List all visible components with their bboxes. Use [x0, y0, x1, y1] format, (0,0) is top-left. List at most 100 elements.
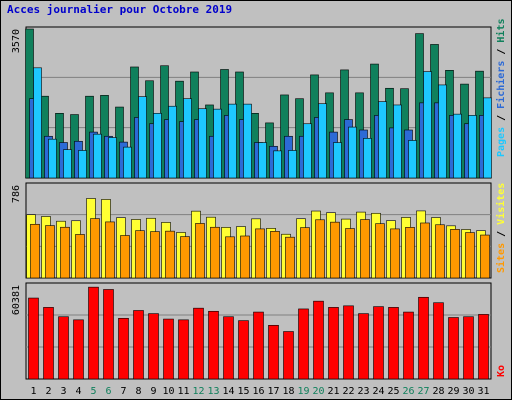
- x-tick-day-4: 4: [75, 386, 81, 397]
- pages-bar-day-17: [273, 150, 282, 179]
- kb-bar-day-21: [328, 307, 339, 380]
- x-tick-day-1: 1: [30, 386, 36, 397]
- pages-bar-day-8: [138, 96, 147, 179]
- sites-bar-day-3: [60, 226, 70, 279]
- pages-bar-day-23: [363, 138, 372, 179]
- kb-bar-day-17: [268, 324, 279, 380]
- x-tick-day-13: 13: [207, 386, 219, 397]
- kb-bar-day-24: [373, 306, 384, 380]
- x-tick-day-12: 12: [192, 386, 204, 397]
- sites-bar-day-22: [345, 228, 355, 279]
- sites-bar-day-26: [405, 227, 415, 279]
- sites-bar-day-2: [45, 225, 55, 279]
- kb-bar-day-29: [448, 317, 459, 380]
- kb-bar-day-14: [223, 316, 234, 380]
- x-tick-day-26: 26: [402, 386, 414, 397]
- pages-bar-day-20: [318, 103, 327, 179]
- x-tick-day-14: 14: [222, 386, 234, 397]
- legend-entry-kb: Ko: [496, 365, 507, 377]
- x-tick-day-21: 21: [327, 386, 339, 397]
- kb-bar-day-11: [178, 319, 189, 380]
- sites-bar-day-5: [90, 218, 100, 279]
- pages-bar-day-19: [303, 123, 312, 179]
- x-tick-day-9: 9: [150, 386, 156, 397]
- pages-bar-day-12: [198, 108, 207, 179]
- x-tick-day-22: 22: [342, 386, 354, 397]
- sites-bar-day-15: [240, 235, 250, 279]
- sites-bar-day-10: [165, 230, 175, 279]
- legend-visits: Sites / Visites: [495, 183, 507, 273]
- sites-bar-day-25: [390, 228, 400, 279]
- pages-bar-day-24: [378, 101, 387, 179]
- x-tick-day-15: 15: [237, 386, 249, 397]
- pages-bar-day-11: [183, 98, 192, 179]
- sites-bar-day-30: [465, 232, 475, 279]
- pages-bar-day-16: [258, 142, 267, 179]
- kb-bar-day-30: [463, 316, 474, 380]
- kb-bar-day-31: [478, 314, 489, 380]
- y-max-label-traffic: 3570: [11, 29, 22, 53]
- x-tick-day-30: 30: [462, 386, 474, 397]
- sites-bar-day-4: [75, 234, 85, 279]
- sites-bar-day-14: [225, 236, 235, 279]
- x-tick-day-10: 10: [162, 386, 174, 397]
- x-tick-day-28: 28: [432, 386, 444, 397]
- x-tick-day-17: 17: [267, 386, 279, 397]
- pages-bar-day-6: [108, 137, 117, 179]
- pages-bar-day-9: [153, 113, 162, 179]
- legend-entry-separator-2: /: [496, 43, 507, 61]
- pages-bar-day-28: [438, 84, 447, 179]
- kb-bar-day-9: [148, 313, 159, 380]
- kb-bar-day-25: [388, 307, 399, 380]
- kb-bar-day-28: [433, 302, 444, 380]
- kb-bar-day-7: [118, 317, 129, 380]
- x-tick-day-7: 7: [120, 386, 126, 397]
- sites-bar-day-28: [435, 224, 445, 279]
- pages-bar-day-5: [93, 133, 102, 179]
- x-tick-day-23: 23: [357, 386, 369, 397]
- x-tick-day-29: 29: [447, 386, 459, 397]
- sites-bar-day-20: [315, 219, 325, 279]
- y-max-label-visits: 786: [11, 185, 22, 203]
- pages-bar-day-26: [408, 140, 417, 179]
- kb-bar-day-27: [418, 296, 429, 380]
- sites-bar-day-7: [120, 235, 130, 279]
- x-tick-day-25: 25: [387, 386, 399, 397]
- pages-bar-day-1: [33, 67, 42, 179]
- kb-bar-day-19: [298, 308, 309, 380]
- kb-bar-day-5: [88, 286, 99, 380]
- legend-entry-visits: Visites: [495, 183, 507, 225]
- sites-bar-day-16: [255, 228, 265, 279]
- kb-bar-day-20: [313, 300, 324, 380]
- pages-bar-day-7: [123, 146, 132, 179]
- kb-bar-day-1: [28, 297, 39, 380]
- legend-entry-hits: Hits: [495, 19, 507, 43]
- kb-bar-day-23: [358, 313, 369, 380]
- pages-bar-day-10: [168, 105, 177, 179]
- pages-bar-day-22: [348, 126, 357, 179]
- pages-bar-day-27: [423, 71, 432, 179]
- x-tick-day-2: 2: [45, 386, 51, 397]
- sites-bar-day-19: [300, 227, 310, 279]
- kb-bar-day-13: [208, 310, 219, 380]
- sites-bar-day-27: [420, 222, 430, 279]
- x-tick-day-3: 3: [60, 386, 66, 397]
- sites-bar-day-13: [210, 226, 220, 279]
- pages-bar-day-14: [228, 103, 237, 179]
- legend-entry-sites: Sites: [495, 243, 507, 273]
- pages-bar-day-4: [78, 150, 87, 179]
- x-tick-day-27: 27: [417, 386, 429, 397]
- legend-entry-files: Fichiers: [495, 61, 507, 109]
- sites-bar-day-6: [105, 221, 115, 279]
- x-tick-day-8: 8: [135, 386, 141, 397]
- sites-bar-day-18: [285, 236, 295, 279]
- kb-bar-day-10: [163, 318, 174, 380]
- pages-bar-day-15: [243, 103, 252, 179]
- kb-bar-day-15: [238, 320, 249, 380]
- pages-bar-day-30: [468, 115, 477, 179]
- y-max-label-kb: 60381: [11, 285, 22, 315]
- sites-bar-day-24: [375, 223, 385, 279]
- kb-bar-day-6: [103, 289, 114, 380]
- x-tick-day-5: 5: [90, 386, 96, 397]
- kb-bar-day-3: [58, 316, 69, 380]
